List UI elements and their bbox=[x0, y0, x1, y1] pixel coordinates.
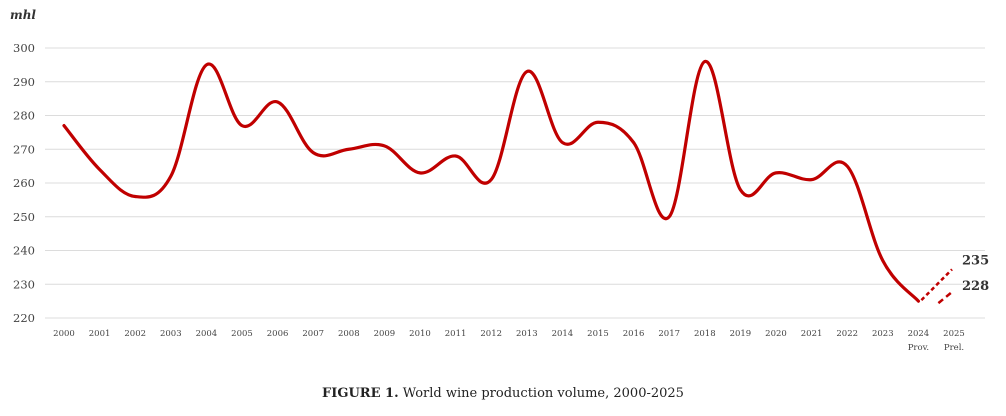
x-tick-label: 2000 bbox=[53, 329, 75, 339]
grid-lines bbox=[45, 47, 985, 319]
data-point-2021 bbox=[810, 178, 814, 182]
data-point-2007 bbox=[311, 151, 315, 155]
data-point-2019 bbox=[738, 188, 742, 192]
x-tick-label: 2018 bbox=[694, 329, 716, 339]
x-tick-label: 2006 bbox=[267, 329, 289, 339]
x-tick-label: 2010 bbox=[409, 329, 431, 339]
y-tick-label: 290 bbox=[13, 75, 35, 89]
x-tick-label: 2009 bbox=[374, 329, 396, 339]
data-point-2022 bbox=[845, 164, 849, 168]
x-tick-label: 2002 bbox=[124, 329, 146, 339]
x-tick-label: 2007 bbox=[302, 329, 324, 339]
data-point-2004 bbox=[204, 63, 208, 67]
projection-line-low bbox=[937, 291, 953, 305]
x-tick-label: 2017 bbox=[658, 329, 680, 339]
y-tick-label: 240 bbox=[13, 244, 35, 258]
x-tick-label: 2012 bbox=[480, 329, 502, 339]
x-tick-label: 2003 bbox=[160, 329, 182, 339]
data-point-2016 bbox=[632, 141, 636, 145]
y-tick-label: 260 bbox=[13, 176, 35, 190]
projection-line-high bbox=[920, 268, 953, 302]
x-tick-label: 2013 bbox=[516, 329, 538, 339]
data-point-2018 bbox=[703, 60, 707, 64]
x-tick-label: 2014 bbox=[552, 329, 574, 339]
x-tick-label: 2011 bbox=[445, 329, 467, 339]
data-point-2013 bbox=[525, 70, 529, 74]
data-point-2015 bbox=[596, 120, 600, 124]
x-tick-sublabel: Prov. bbox=[908, 343, 929, 353]
y-tick-label: 270 bbox=[13, 142, 35, 156]
projection-label-high: 235 bbox=[962, 253, 989, 268]
line-chart: mhl 220 230 240 250 260 270 280 290 300 2000 2001… bbox=[10, 8, 989, 353]
x-tick-label: 2022 bbox=[836, 329, 858, 339]
x-tick-label: 2008 bbox=[338, 329, 360, 339]
data-point-2005 bbox=[240, 124, 244, 128]
x-tick-label: 2020 bbox=[765, 329, 787, 339]
series-line-world-wine-production bbox=[62, 59, 920, 303]
y-tick-label: 230 bbox=[13, 277, 35, 291]
y-tick-label: 220 bbox=[13, 311, 35, 325]
data-point-2002 bbox=[133, 195, 137, 199]
y-tick-label: 300 bbox=[13, 41, 35, 55]
data-point-2001 bbox=[98, 168, 102, 172]
x-tick-label: 2024 bbox=[908, 329, 930, 339]
x-tick-sublabel: Prel. bbox=[944, 343, 964, 353]
y-tick-label: 250 bbox=[13, 210, 35, 224]
data-point-2008 bbox=[347, 147, 351, 151]
data-point-2017 bbox=[667, 215, 671, 219]
y-axis-labels: 220 230 240 250 260 270 280 290 300 bbox=[13, 41, 35, 325]
data-point-2020 bbox=[774, 171, 778, 175]
figure-caption: FIGURE 1. World wine production volume, … bbox=[0, 386, 1006, 401]
y-unit-label: mhl bbox=[10, 8, 36, 22]
x-tick-label: 2004 bbox=[196, 329, 218, 339]
projection-label-low: 228 bbox=[962, 279, 989, 294]
data-points bbox=[62, 60, 920, 304]
x-axis-labels: 2000 2001 2002 2003 2004 2005 2006 2007 2008 2009… bbox=[53, 329, 965, 353]
data-point-2003 bbox=[169, 174, 173, 178]
x-tick-label: 2019 bbox=[730, 329, 752, 339]
data-point-2014 bbox=[560, 141, 564, 145]
data-point-2010 bbox=[418, 171, 422, 175]
x-tick-label: 2015 bbox=[587, 329, 609, 339]
data-point-2009 bbox=[382, 144, 386, 148]
y-tick-label: 280 bbox=[13, 109, 35, 123]
x-tick-label: 2016 bbox=[623, 329, 645, 339]
x-tick-label: 2025 bbox=[943, 329, 965, 339]
x-tick-label: 2021 bbox=[801, 329, 823, 339]
data-point-2006 bbox=[276, 100, 280, 104]
data-point-2012 bbox=[489, 178, 493, 182]
x-tick-label: 2023 bbox=[872, 329, 894, 339]
data-point-2011 bbox=[454, 154, 458, 158]
x-tick-label: 2005 bbox=[231, 329, 253, 339]
data-point-2023 bbox=[881, 259, 885, 263]
x-tick-label: 2001 bbox=[89, 329, 111, 339]
caption-text: World wine production volume, 2000-2025 bbox=[402, 386, 684, 401]
data-point-2000 bbox=[62, 124, 66, 128]
caption-prefix: FIGURE 1. bbox=[322, 386, 399, 401]
data-point-2024 bbox=[916, 299, 920, 303]
